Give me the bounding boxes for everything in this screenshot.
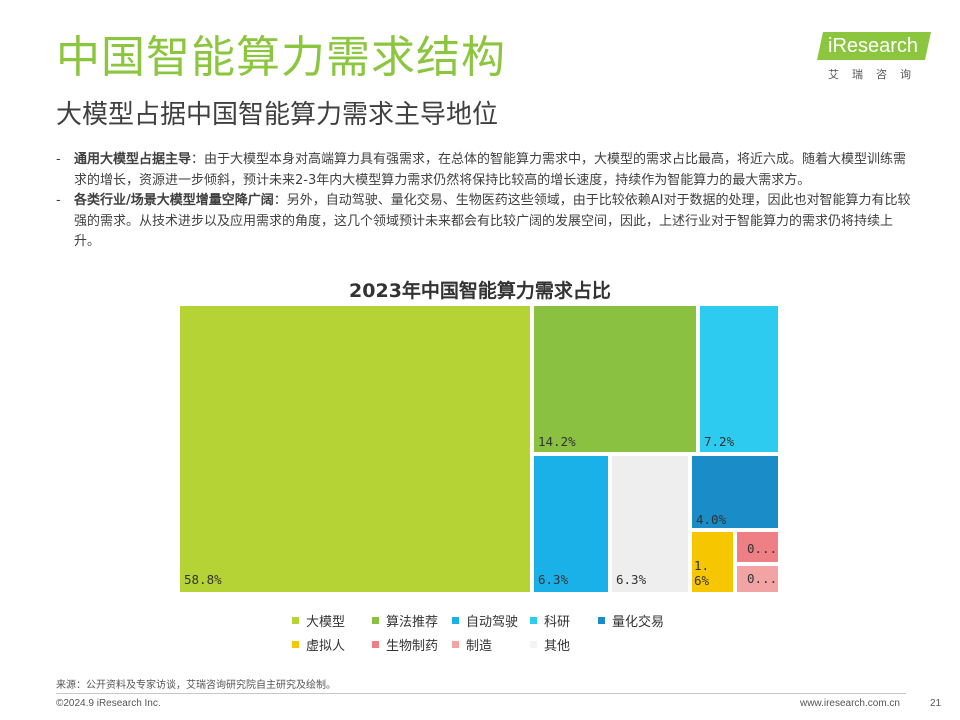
legend-label: 其他 — [544, 638, 571, 654]
logo-brand-text: iResearch — [828, 35, 919, 57]
logo-chinese-text: 艾瑞咨询 — [828, 68, 924, 81]
legend-label: 量化交易 — [612, 614, 665, 630]
bullet-item: - 通用大模型占据主导：由于大模型本身对高端算力具有强需求，在总体的智能算力需求… — [56, 150, 916, 191]
chart-legend: 大模型 算法推荐 自动驾驶 科研 量化交易虚拟人 生物制药 制造 其他 — [292, 608, 712, 656]
treemap-value-label: 0... — [747, 541, 778, 556]
treemap-value-label: 58.8% — [184, 572, 222, 587]
treemap-value-label: 6.3% — [616, 572, 647, 587]
legend-item: 科研 — [530, 611, 570, 630]
legend-item: 大模型 — [292, 611, 345, 630]
footer-divider — [56, 693, 906, 694]
legend-swatch — [598, 616, 605, 624]
legend-swatch — [292, 616, 299, 624]
treemap-tile — [735, 564, 780, 594]
copyright: ©2024.9 iResearch Inc. — [56, 698, 161, 709]
legend-item: 自动驾驶 — [452, 611, 518, 630]
treemap-tile — [610, 454, 690, 594]
legend-item: 生物制药 — [372, 635, 438, 654]
treemap-value-label: 7.2% — [704, 434, 735, 449]
treemap-tile — [532, 454, 610, 594]
legend-label: 大模型 — [306, 614, 346, 630]
bullet-dash: - — [56, 193, 61, 208]
legend-swatch — [530, 616, 537, 624]
legend-item: 制造 — [452, 635, 492, 654]
treemap-tile — [178, 304, 532, 594]
treemap-tile — [698, 304, 780, 454]
bullet-item: - 各类行业/场景大模型增量空降广阔：另外，自动驾驶、量化交易、生物医药这些领域… — [56, 191, 916, 253]
bullet-dash: - — [56, 152, 61, 167]
bullet-lead: 各类行业/场景大模型增量空降广阔 — [74, 193, 274, 208]
legend-label: 生物制药 — [386, 638, 439, 654]
legend-swatch — [452, 616, 459, 624]
legend-swatch — [530, 640, 537, 648]
legend-swatch — [372, 640, 379, 648]
legend-item: 算法推荐 — [372, 611, 438, 630]
treemap-value-label: 4.0% — [696, 512, 727, 527]
treemap-value-label: 6.3% — [538, 572, 569, 587]
legend-swatch — [372, 616, 379, 624]
treemap-tile — [532, 304, 698, 454]
treemap-tile — [690, 454, 780, 530]
page-number: 21 — [930, 698, 942, 709]
legend-swatch — [292, 640, 299, 648]
treemap-tile — [690, 530, 735, 594]
legend-label: 科研 — [544, 614, 571, 630]
bullet-text: ：由于大模型本身对高端算力具有强需求，在总体的智能算力需求中，大模型的需求占比最… — [74, 152, 907, 188]
legend-label: 算法推荐 — [386, 614, 439, 630]
treemap-value-label: 0... — [747, 571, 778, 586]
legend-item: 其他 — [530, 635, 570, 654]
legend-item: 虚拟人 — [292, 635, 345, 654]
bullet-lead: 通用大模型占据主导 — [74, 152, 192, 167]
bullet-text: ：另外，自动驾驶、量化交易、生物医药这些领域，由于比较依赖AI对于数据的处理，因… — [74, 193, 911, 249]
legend-label: 制造 — [466, 638, 493, 654]
legend-label: 自动驾驶 — [466, 614, 519, 630]
website-url: www.iresearch.com.cn — [799, 698, 900, 709]
page-subtitle: 大模型占据中国智能算力需求主导地位 — [56, 100, 499, 130]
legend-label: 虚拟人 — [306, 638, 346, 654]
page-title: 中国智能算力需求结构 — [56, 32, 506, 83]
chart-title: 2023年中国智能算力需求占比 — [349, 280, 611, 302]
treemap-tile — [735, 530, 780, 564]
treemap-value-label: 1.6% — [694, 558, 710, 588]
legend-row: 大模型 算法推荐 自动驾驶 科研 量化交易 — [292, 608, 712, 632]
legend-item: 量化交易 — [598, 611, 664, 630]
iresearch-logo: iResearch 艾瑞咨询 — [817, 32, 934, 82]
treemap-value-label: 14.2% — [538, 434, 576, 449]
legend-row: 虚拟人 生物制药 制造 其他 — [292, 632, 712, 656]
legend-swatch — [452, 640, 459, 648]
source-note: 来源：公开资料及专家访谈，艾瑞咨询研究院自主研究及绘制。 — [56, 680, 336, 691]
bullet-list: - 通用大模型占据主导：由于大模型本身对高端算力具有强需求，在总体的智能算力需求… — [56, 150, 916, 253]
